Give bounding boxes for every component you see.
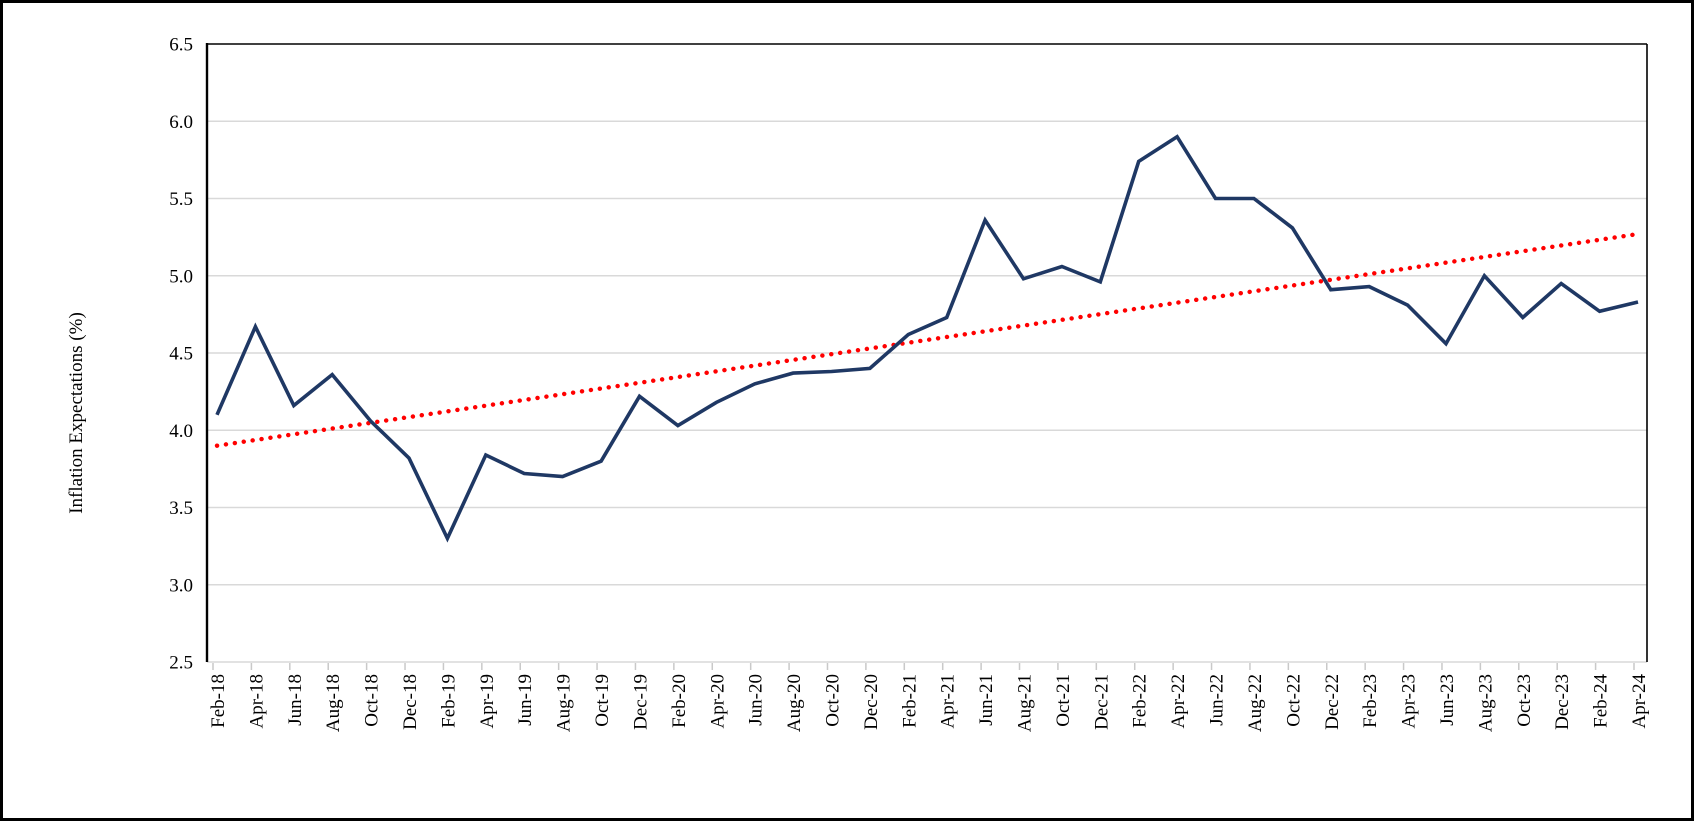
trend-line [214, 231, 1641, 448]
x-tick-label: Aug-21 [1015, 674, 1036, 732]
x-tick-label: Aug-18 [323, 674, 344, 732]
x-tick-label: Aug-22 [1245, 674, 1266, 732]
x-tick-label: Jun-19 [515, 674, 536, 726]
x-tick-label: Jun-18 [285, 674, 306, 726]
y-tick-label: 3.5 [169, 498, 193, 519]
x-tick-label: Apr-22 [1168, 674, 1189, 729]
y-tick-label: 5.0 [169, 266, 193, 287]
x-tick-label: Apr-20 [707, 674, 728, 729]
x-tick-label: Dec-21 [1091, 674, 1112, 730]
x-tick-label: Oct-22 [1283, 674, 1304, 727]
y-axis-tick-labels: 2.5 3.0 3.5 4.0 4.5 5.0 5.5 6.0 6.5 [169, 35, 193, 674]
x-tick-label: Apr-23 [1399, 674, 1420, 729]
x-tick-label: Dec-22 [1322, 674, 1343, 730]
x-tick-label: Apr-24 [1629, 674, 1650, 729]
data-line-series [215, 134, 1639, 543]
y-axis-title: Inflation Expectations (%) [66, 312, 87, 514]
x-tick-label: Apr-19 [477, 674, 498, 729]
x-tick-label: Dec-19 [630, 674, 651, 730]
x-tick-label: Aug-23 [1475, 674, 1496, 732]
x-tick-label: Jun-21 [976, 674, 997, 726]
y-tick-label: 6.0 [169, 112, 193, 133]
x-tick-label: Oct-18 [362, 674, 383, 727]
gridlines [207, 120, 1647, 586]
x-tick-label: Dec-20 [861, 674, 882, 730]
y-tick-label: 5.5 [169, 189, 193, 210]
x-tick-label: Oct-20 [822, 674, 843, 727]
x-tick-label: Feb-18 [208, 674, 229, 728]
x-tick-label: Apr-21 [938, 674, 959, 729]
y-tick-label: 4.0 [169, 421, 193, 442]
y-tick-label: 2.5 [169, 653, 193, 674]
x-tick-label: Jun-23 [1437, 674, 1458, 726]
x-tick-label: Feb-21 [899, 674, 920, 728]
x-tick-label: Jun-20 [746, 674, 767, 726]
y-tick-label: 3.0 [169, 575, 193, 596]
x-axis-tick-marks [212, 663, 1635, 670]
plot-border [205, 43, 1648, 663]
x-tick-label: Dec-23 [1552, 674, 1573, 730]
y-tick-label: 6.5 [169, 35, 193, 56]
x-tick-label: Feb-20 [669, 674, 690, 728]
x-tick-label: Dec-18 [400, 674, 421, 730]
x-tick-label: Aug-20 [784, 674, 805, 732]
x-tick-label: Feb-23 [1360, 674, 1381, 728]
x-tick-label: Oct-19 [592, 674, 613, 727]
x-tick-label: Oct-23 [1514, 674, 1535, 727]
y-tick-label: 4.5 [169, 344, 193, 365]
x-tick-label: Feb-24 [1591, 674, 1612, 728]
x-tick-label: Apr-18 [246, 674, 267, 729]
x-tick-label: Feb-22 [1130, 674, 1151, 728]
x-tick-label: Oct-21 [1053, 674, 1074, 727]
x-tick-label: Feb-19 [438, 674, 459, 728]
x-tick-label: Jun-22 [1207, 674, 1228, 726]
x-tick-label: Aug-19 [554, 674, 575, 732]
x-axis-tick-labels: Feb-18 Apr-18 Jun-18 Aug-18 Oct-18 Dec-18 Feb-… [208, 674, 1650, 733]
